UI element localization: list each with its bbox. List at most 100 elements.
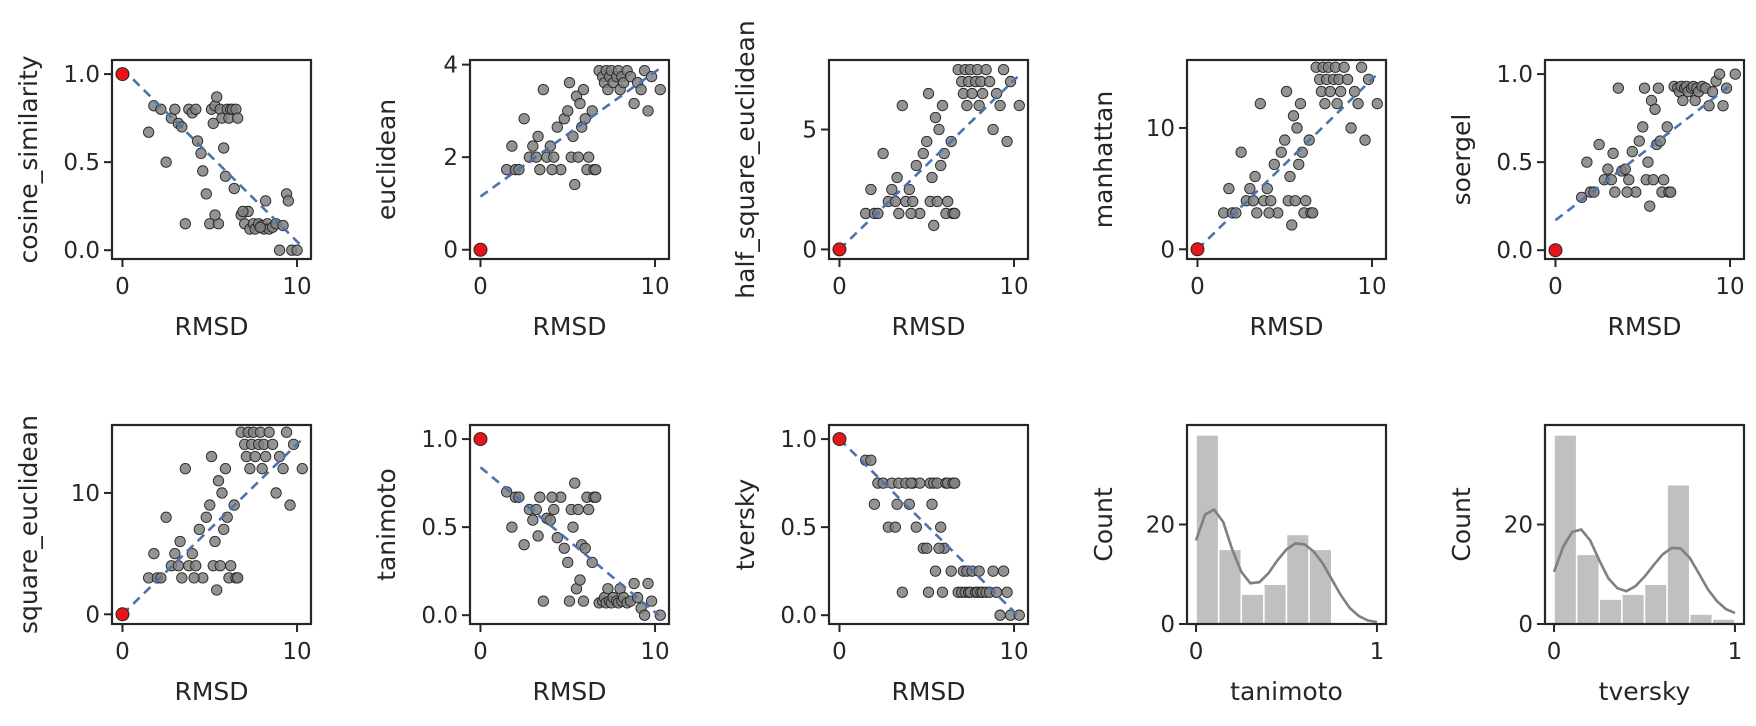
scatter-point [254,221,267,233]
y-tick-label: 0.5 [421,515,458,541]
x-axis-label: RMSD [174,312,248,341]
scatter-point [1293,158,1305,171]
scatter-point [574,97,586,110]
scatter-point [1235,146,1247,158]
scatter-point [942,195,954,208]
scatter-point [219,170,232,182]
scatter-point [190,560,202,572]
scatter-point [501,486,513,498]
scatter-point [577,595,590,607]
scatter-point [1642,156,1654,168]
axes-frame [827,58,1030,261]
scatter-point [169,547,181,560]
x-tick-label: 10 [1715,274,1744,300]
scatter-point [1254,98,1266,110]
y-axis-label: Count [1447,487,1476,561]
y-tick-label: 0 [1160,612,1175,638]
scatter-point [259,195,272,207]
scatter-point [1371,98,1383,110]
scatter-point [1355,61,1368,73]
scatter-point [506,521,518,533]
scatter-point [921,135,933,148]
scatter-point [1633,135,1645,147]
scatter-point [1263,207,1275,219]
scatter-point [949,207,961,220]
y-tick-label: 0 [85,602,100,628]
scatter-point [987,565,999,577]
y-tick-label: 0.5 [1496,150,1533,176]
scatter-point [1001,135,1013,148]
reference-point [473,432,488,447]
scatter-point [225,560,237,572]
y-axis-label: half_square_euclidean [731,20,760,298]
fit-line [121,67,302,246]
scatter-point [218,523,230,536]
scatter-point [1287,110,1300,122]
scatter-point [1334,85,1347,98]
x-tick-label: 10 [640,639,669,665]
kde-curve [1194,507,1378,624]
scatter-point [929,565,942,577]
reference-point [1190,242,1205,257]
scatter-point [586,556,598,569]
subplot-tanimoto: 0 10 0.0 0.5 1.0 RMSD tanimoto [372,423,671,706]
axes-frame [1185,58,1388,261]
scatter-point [1665,186,1677,198]
subplot-manhattan: 0 10 0 10 RMSD manhattan [1089,58,1388,341]
y-tick-label: 0 [1518,612,1533,638]
x-axis-label: RMSD [532,312,606,341]
scatter-point [922,586,935,598]
scatter-point [518,113,530,125]
y-axis-label: euclidean [372,99,401,220]
fit-line [479,466,660,617]
scatter-point [244,463,256,475]
x-tick-label: 10 [999,639,1028,665]
scatter-point [921,542,933,554]
x-tick-label: 10 [1357,274,1386,300]
scatter-point [160,511,172,523]
scatter-point [933,123,945,136]
scatter-point [232,112,244,124]
scatter-point [277,463,289,475]
scatter-point [642,577,654,590]
scatter-point [1286,219,1298,231]
scatter-point [893,207,905,220]
scatter-point [1612,82,1624,94]
kde-curve [1552,528,1736,615]
scatter-point [296,463,308,475]
scatter-point [228,182,240,195]
scatter-point [1289,195,1301,207]
y-tick-label: 0.0 [1496,238,1533,264]
hist-bar [1688,613,1714,625]
fit-line [1196,74,1377,251]
x-axis-label: RMSD [891,312,965,341]
scatter-point [1581,156,1593,168]
scatter-point [527,140,539,152]
reference-point [115,67,130,82]
scatter-point [1294,98,1307,110]
scatter-point [929,111,942,124]
scatter-point [1602,163,1614,175]
scatter-point [994,609,1006,621]
scatter-point [1291,122,1303,134]
scatter-point [172,560,184,572]
reference-point [832,432,847,447]
scatter-point [997,565,1010,577]
x-axis-label: RMSD [1607,312,1681,341]
y-tick-label: 10 [1146,116,1175,142]
scatter-point [534,491,546,503]
scatter-point [249,450,261,463]
scatter-point [868,498,881,510]
scatter-point [1652,82,1665,94]
scatter-point [169,103,181,115]
scatter-point [179,218,191,230]
scatter-point [896,99,908,112]
axes-frame [110,423,313,626]
y-axis-label: Count [1089,487,1118,561]
scatter-point [280,426,293,438]
fit-line [1554,81,1735,222]
y-tick-label: 0.5 [63,150,100,176]
x-axis-label: RMSD [891,677,965,706]
scatter-point [1717,100,1729,112]
y-tick-label: 0.5 [780,515,817,541]
